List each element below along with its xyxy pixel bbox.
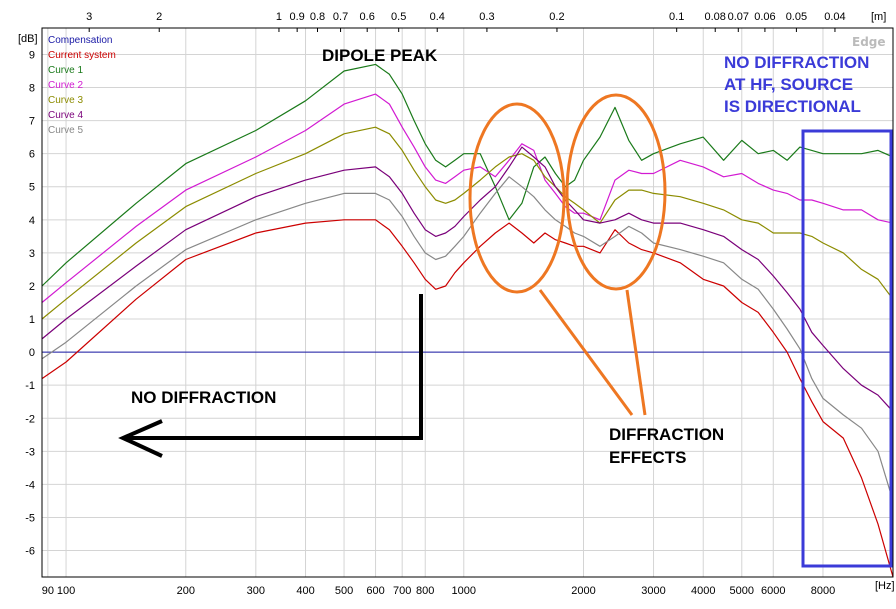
legend-entry: Curve 2 <box>48 80 83 91</box>
top-tick-label: 0.7 <box>333 11 348 23</box>
top-tick-label: 2 <box>156 11 162 23</box>
x-tick-label: 500 <box>335 585 353 597</box>
x-tick-label: 300 <box>247 585 265 597</box>
y-tick-label: 0 <box>29 347 35 359</box>
y-unit-label: [dB] <box>18 33 38 45</box>
y-tick-label: -6 <box>25 546 35 558</box>
y-tick-label: 2 <box>29 281 35 293</box>
x-tick-label: 2000 <box>571 585 595 597</box>
x-unit-label: [Hz] <box>875 580 895 592</box>
top-tick-label: 3 <box>86 11 92 23</box>
top-tick-label: 0.9 <box>290 11 305 23</box>
y-tick-label: -4 <box>25 479 35 491</box>
top-tick-label: 0.1 <box>669 11 684 23</box>
y-tick-label: 7 <box>29 116 35 128</box>
annotation-text: NO DIFFRACTION <box>724 53 869 72</box>
x-tick-label: 5000 <box>730 585 754 597</box>
x-tick-label: 400 <box>296 585 314 597</box>
x-tick-label: 200 <box>177 585 195 597</box>
series-line-2 <box>41 63 894 287</box>
y-tick-label: 4 <box>29 215 35 227</box>
diffraction-pointer-right <box>625 289 647 416</box>
top-tick-label: 0.07 <box>728 11 749 23</box>
top-tick-label: 1 <box>276 11 282 23</box>
top-tick-label: 0.8 <box>310 11 325 23</box>
watermark-text: Edge <box>852 35 886 49</box>
legend-entry: Current system <box>48 50 116 61</box>
x-tick-label: 700 <box>393 585 411 597</box>
legend-entry: Curve 1 <box>48 65 83 76</box>
series-line-3 <box>41 93 894 303</box>
x-tick-label: 90 <box>42 585 54 597</box>
no-diffraction-arrow <box>123 294 423 440</box>
y-tick-label: 9 <box>29 49 35 61</box>
x-tick-label: 4000 <box>691 585 715 597</box>
y-tick-label: 1 <box>29 314 35 326</box>
annotation-layer: DIPOLE PEAK NO DIFFRACTION DIFFRACTION EFFE… <box>118 46 893 568</box>
legend: Compensation Current system Curve 1 Curve 2… <box>48 35 116 136</box>
y-tick-label: 8 <box>29 83 35 95</box>
top-tick-label: 0.04 <box>824 11 845 23</box>
plot-frame <box>41 27 894 578</box>
x-tick-label: 6000 <box>761 585 785 597</box>
legend-entry: Compensation <box>48 35 112 46</box>
annotation-text: AT HF, SOURCE <box>724 75 853 94</box>
series-line-1 <box>41 219 894 578</box>
diffraction-ellipse-right <box>565 93 667 291</box>
hf-region-box <box>801 129 893 568</box>
top-tick-label: 0.3 <box>479 11 494 23</box>
diffraction-pointer-left <box>538 289 634 416</box>
top-tick-label: 0.5 <box>391 11 406 23</box>
y-tick-label: 5 <box>29 182 35 194</box>
series-layer <box>41 63 894 578</box>
x-tick-label: 1000 <box>452 585 476 597</box>
legend-entry: Curve 5 <box>48 125 83 136</box>
top-tick-label: 0.06 <box>754 11 775 23</box>
top-tick-label: 0.6 <box>360 11 375 23</box>
x-tick-label: 3000 <box>641 585 665 597</box>
arrow-head <box>118 419 163 458</box>
top-tick-label: 0.05 <box>786 11 807 23</box>
series-line-5 <box>41 146 894 413</box>
top-unit-label: [m] <box>871 11 886 23</box>
y-tick-label: -3 <box>25 446 35 458</box>
axes-labels: 9 8 7 6 5 4 3 2 1 0 -1 -2 -3 -4 -5 -6 90 100 200 300 400 500 6… <box>25 11 845 597</box>
top-tick-label: 0.08 <box>705 11 726 23</box>
x-tick-label: 600 <box>366 585 384 597</box>
diffraction-ellipse-left <box>468 102 566 294</box>
y-tick-label: -1 <box>25 380 35 392</box>
annotation-text: DIFFRACTION <box>609 425 724 444</box>
y-tick-label: 3 <box>29 248 35 260</box>
annotation-text: DIPOLE PEAK <box>322 46 438 65</box>
x-tick-label: 8000 <box>811 585 835 597</box>
y-tick-label: -5 <box>25 512 35 524</box>
legend-entry: Curve 4 <box>48 110 83 121</box>
y-tick-label: -2 <box>25 413 35 425</box>
legend-entry: Curve 3 <box>48 95 83 106</box>
top-tick-label: 0.2 <box>549 11 564 23</box>
annotation-text: IS DIRECTIONAL <box>724 97 861 116</box>
series-line-6 <box>41 176 894 502</box>
top-tick-label: 0.4 <box>430 11 445 23</box>
annotation-text: NO DIFFRACTION <box>131 388 276 407</box>
annotation-text: EFFECTS <box>609 448 686 467</box>
x-tick-label: 800 <box>416 585 434 597</box>
y-tick-label: 6 <box>29 149 35 161</box>
x-tick-label: 100 <box>57 585 75 597</box>
